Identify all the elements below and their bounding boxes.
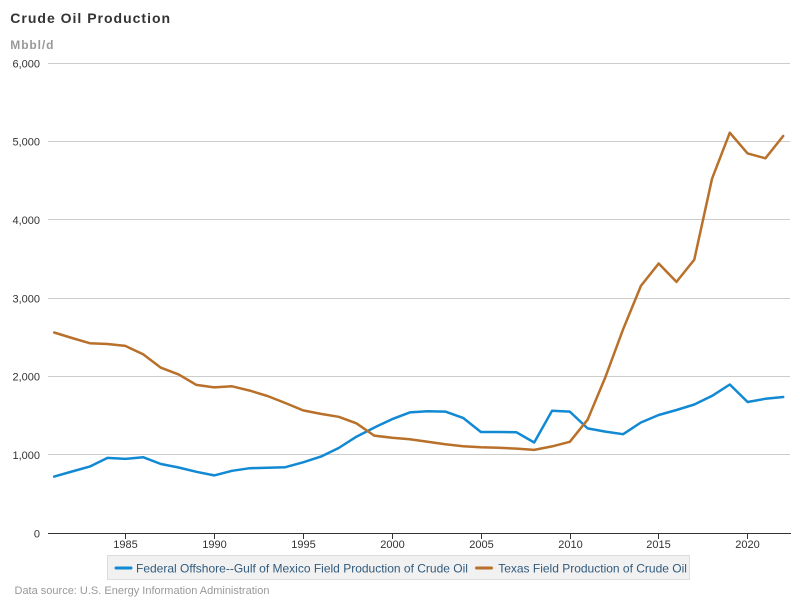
- svg-text:Federal Offshore--Gulf of Mexi: Federal Offshore--Gulf of Mexico Field P…: [136, 561, 468, 575]
- svg-text:2010: 2010: [558, 539, 582, 551]
- svg-text:2020: 2020: [735, 539, 759, 551]
- svg-text:1995: 1995: [291, 539, 315, 551]
- svg-text:1985: 1985: [113, 539, 137, 551]
- svg-text:6,000: 6,000: [12, 58, 40, 70]
- svg-text:Crude Oil Production: Crude Oil Production: [10, 10, 171, 26]
- svg-text:5,000: 5,000: [12, 137, 40, 149]
- svg-text:2015: 2015: [646, 539, 670, 551]
- svg-text:2,000: 2,000: [12, 372, 40, 384]
- svg-text:3,000: 3,000: [12, 293, 40, 305]
- svg-text:1990: 1990: [202, 539, 226, 551]
- svg-text:1,000: 1,000: [12, 450, 40, 462]
- svg-text:2000: 2000: [380, 539, 404, 551]
- svg-text:0: 0: [34, 528, 40, 540]
- svg-text:Texas Field Production of Crud: Texas Field Production of Crude Oil: [498, 561, 687, 575]
- svg-text:2005: 2005: [469, 539, 493, 551]
- svg-text:Mbbl/d: Mbbl/d: [10, 38, 54, 52]
- svg-text:4,000: 4,000: [12, 215, 40, 227]
- svg-text:Data source: U.S. Energy Infor: Data source: U.S. Energy Information Adm…: [15, 585, 270, 597]
